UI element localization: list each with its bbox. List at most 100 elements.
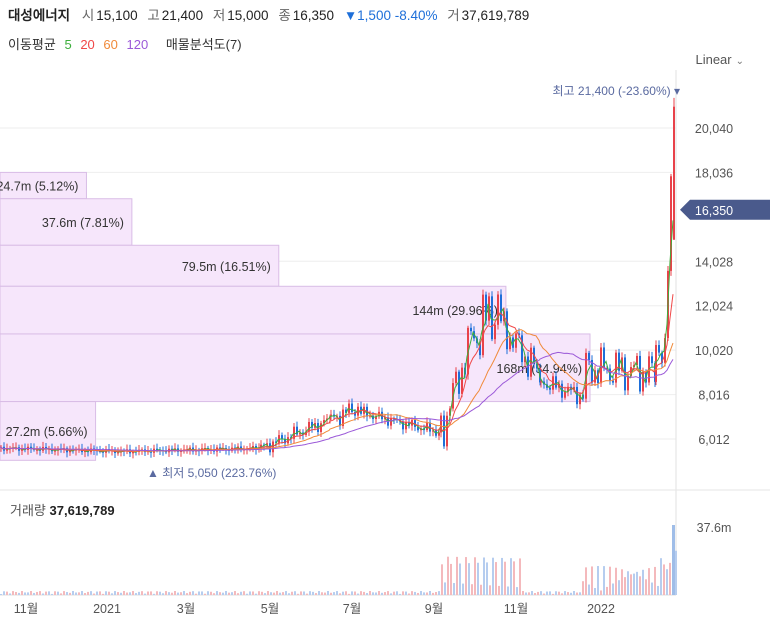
x-tick-label: 9월 [425,602,443,616]
moving-average-bar[interactable]: 이동평균 5 20 60 120 매물분석도(7) [8,34,247,53]
volume-bar [675,550,677,595]
volume-bar [543,593,545,595]
ma-label: 이동평균 [8,37,56,52]
volume-bar [99,591,101,595]
high-value: 21,400 [161,8,204,23]
y-tick-label: 12,024 [695,300,733,314]
volume-bar [555,591,557,595]
volume-bar [21,591,23,595]
chevron-down-icon: ⌄ [735,56,744,67]
volume-profile-label: 79.5m (16.51%) [182,260,271,274]
volume-bar [255,593,257,595]
volume-profile-bar [0,198,133,246]
candle-body [549,387,551,390]
volume-bar [540,591,542,595]
volume-bar [399,593,401,595]
volume-bar [252,591,254,595]
volume-bar [303,591,305,595]
volume-bar [600,590,602,595]
volume-bar [402,591,404,595]
volume-bar [66,592,68,595]
candle-body [555,376,557,388]
volume-bar [663,564,665,595]
volume-bar [30,591,32,595]
candle-body [500,294,502,322]
volume-bar [546,591,548,595]
volume-bar [96,591,98,595]
candle-body [521,335,523,363]
scale-selector-label: Linear [695,52,732,67]
candle-body [658,345,660,353]
volume-bar [666,569,668,595]
volume-bar [270,592,272,595]
volume-bar [75,592,77,595]
volume-bar [330,592,332,595]
x-tick-label: 2021 [93,602,121,616]
volume-bar [45,591,47,595]
volume-bar [342,591,344,595]
candle-body [482,294,484,356]
volume-bar [486,562,488,595]
candle-body [165,451,167,453]
candle-body [591,359,593,383]
candle-body [180,451,182,453]
volume-bar [567,592,569,595]
volume-bar [228,592,230,595]
volume-bar [213,593,215,595]
volume-bar [597,566,599,595]
volume-bar [423,592,425,595]
volume-bar [117,592,119,595]
candle-body [402,421,404,430]
ma-5[interactable]: 5 [64,37,72,52]
volume-bar [396,591,398,595]
volume-bar [336,591,338,595]
volume-bar [129,592,131,595]
volume-bar [0,594,2,595]
candle-body [515,333,517,348]
ma-20[interactable]: 20 [80,37,95,52]
volume-bar [291,591,293,595]
volume-profile-bar [0,244,280,287]
volume-bar [603,566,605,595]
volume-bar [462,583,464,595]
candle-body [509,337,511,350]
candle-body [438,432,440,436]
y-tick-label: 20,040 [695,122,733,136]
volume-bar [150,591,152,595]
candle-body [36,449,38,451]
ma-60[interactable]: 60 [103,37,118,52]
volume-profile: 24.7m (5.12%) 37.6m (7.81%) 79.5m (16.51%)… [0,171,591,461]
candle-body [594,370,596,383]
volume-bar [126,592,128,595]
volume-bar [516,587,518,595]
candle-body [485,294,487,321]
low-annotation: ▲ 최저 5,050 (223.76%) [147,466,276,480]
volume-bar [537,591,539,595]
volume-bar [183,591,185,595]
candle-body [446,415,448,447]
volume-bar [210,591,212,595]
volume-bar [669,562,671,595]
candle-body [618,352,620,371]
candle-body [299,432,301,435]
volume-profile-toggle[interactable]: 매물분석도(7) [165,37,242,52]
volume-bar [165,591,167,595]
volume-bar [63,591,65,595]
ma-line-60 [0,329,674,452]
scale-selector[interactable]: Linear ⌄ [695,52,744,67]
candle-body [630,367,632,376]
ma-120[interactable]: 120 [126,37,149,52]
volume-bar [69,592,71,595]
volume-bar [327,591,329,595]
volume-bar [483,557,485,595]
volume-bar [657,585,659,595]
candle-body [339,415,341,426]
candle-body [664,338,666,363]
volume-bar [645,579,647,595]
volume-bar [414,591,416,595]
volume-bar [231,592,233,595]
candle-body [673,106,675,240]
volume-bar [258,591,260,595]
candle-body [655,345,657,382]
